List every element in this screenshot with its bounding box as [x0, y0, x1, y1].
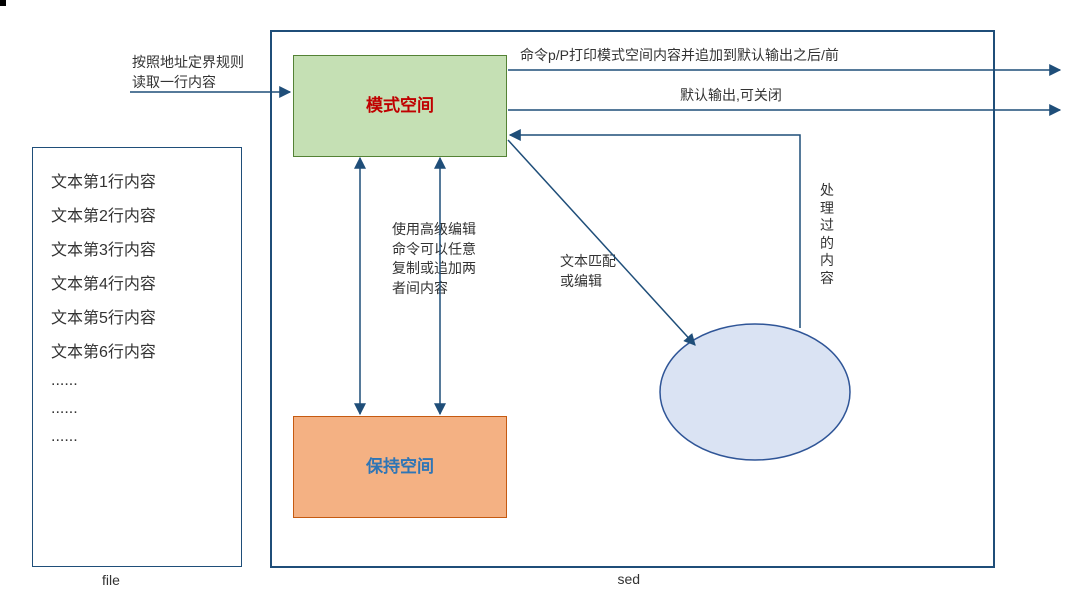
- label-read-rule: 按照地址定界规则 读取一行内容: [132, 53, 244, 92]
- file-line: ......: [51, 372, 223, 390]
- file-line: 文本第6行内容: [51, 338, 223, 362]
- sed-container: [0, 0, 6, 6]
- file-caption: file: [102, 571, 120, 591]
- sed-container-box: [270, 30, 995, 568]
- file-box: 文本第1行内容文本第2行内容文本第3行内容文本第4行内容文本第5行内容文本第6行…: [32, 147, 242, 567]
- file-line: ......: [51, 400, 223, 418]
- file-line: 文本第5行内容: [51, 304, 223, 328]
- file-line: 文本第2行内容: [51, 202, 223, 226]
- file-line: 文本第4行内容: [51, 270, 223, 294]
- file-line: 文本第3行内容: [51, 236, 223, 260]
- sed-caption: sed: [618, 570, 641, 590]
- file-line: ......: [51, 428, 223, 446]
- file-line: 文本第1行内容: [51, 168, 223, 192]
